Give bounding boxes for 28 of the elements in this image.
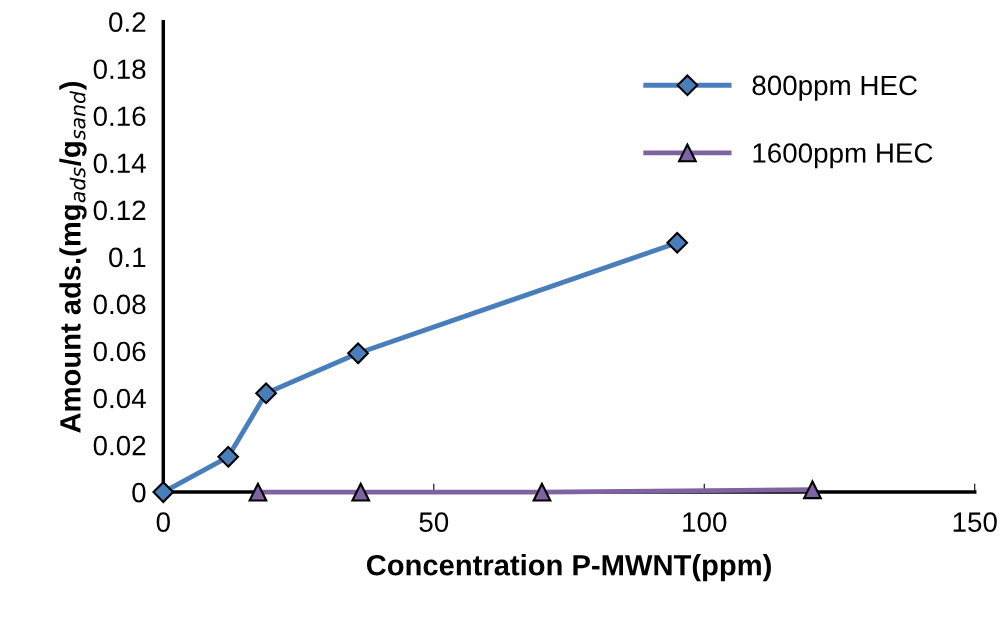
point <box>803 480 822 500</box>
point <box>347 342 369 365</box>
x-tick-label: 0 <box>156 512 170 532</box>
y-axis-title: Amount ads.(mg$_{ads}$/g$_{sand}$) <box>59 81 87 433</box>
point <box>532 482 552 502</box>
point <box>152 481 175 503</box>
y-tick-label: 0.16 <box>93 106 146 127</box>
y-tick-label: 0.1 <box>109 247 146 268</box>
x-tick-label: 150 <box>953 512 997 532</box>
y-tick-label: 0.06 <box>93 341 146 362</box>
point <box>351 482 371 502</box>
y-tick-label: 0.2 <box>109 12 146 32</box>
y-tick-label: 0.02 <box>93 435 146 456</box>
y-tick-label: 0.14 <box>93 153 146 174</box>
x-tick-label: 100 <box>683 512 727 532</box>
y-tick-label: 0.12 <box>93 200 146 221</box>
point <box>248 482 268 502</box>
x-axis-title: Concentration P-MWNT(ppm) <box>366 554 771 582</box>
legend-label: 1600ppm HEC <box>753 143 933 169</box>
y-tick-label: 0 <box>132 482 146 503</box>
y-tick-label: 0.08 <box>93 294 146 315</box>
point <box>666 231 689 254</box>
x-tick-label: 50 <box>419 512 449 532</box>
point <box>255 382 277 405</box>
y-tick-label: 0.04 <box>93 388 146 409</box>
y-tick-label: 0.18 <box>93 59 146 80</box>
point <box>217 445 240 468</box>
legend-label: 800ppm HEC <box>752 75 918 101</box>
